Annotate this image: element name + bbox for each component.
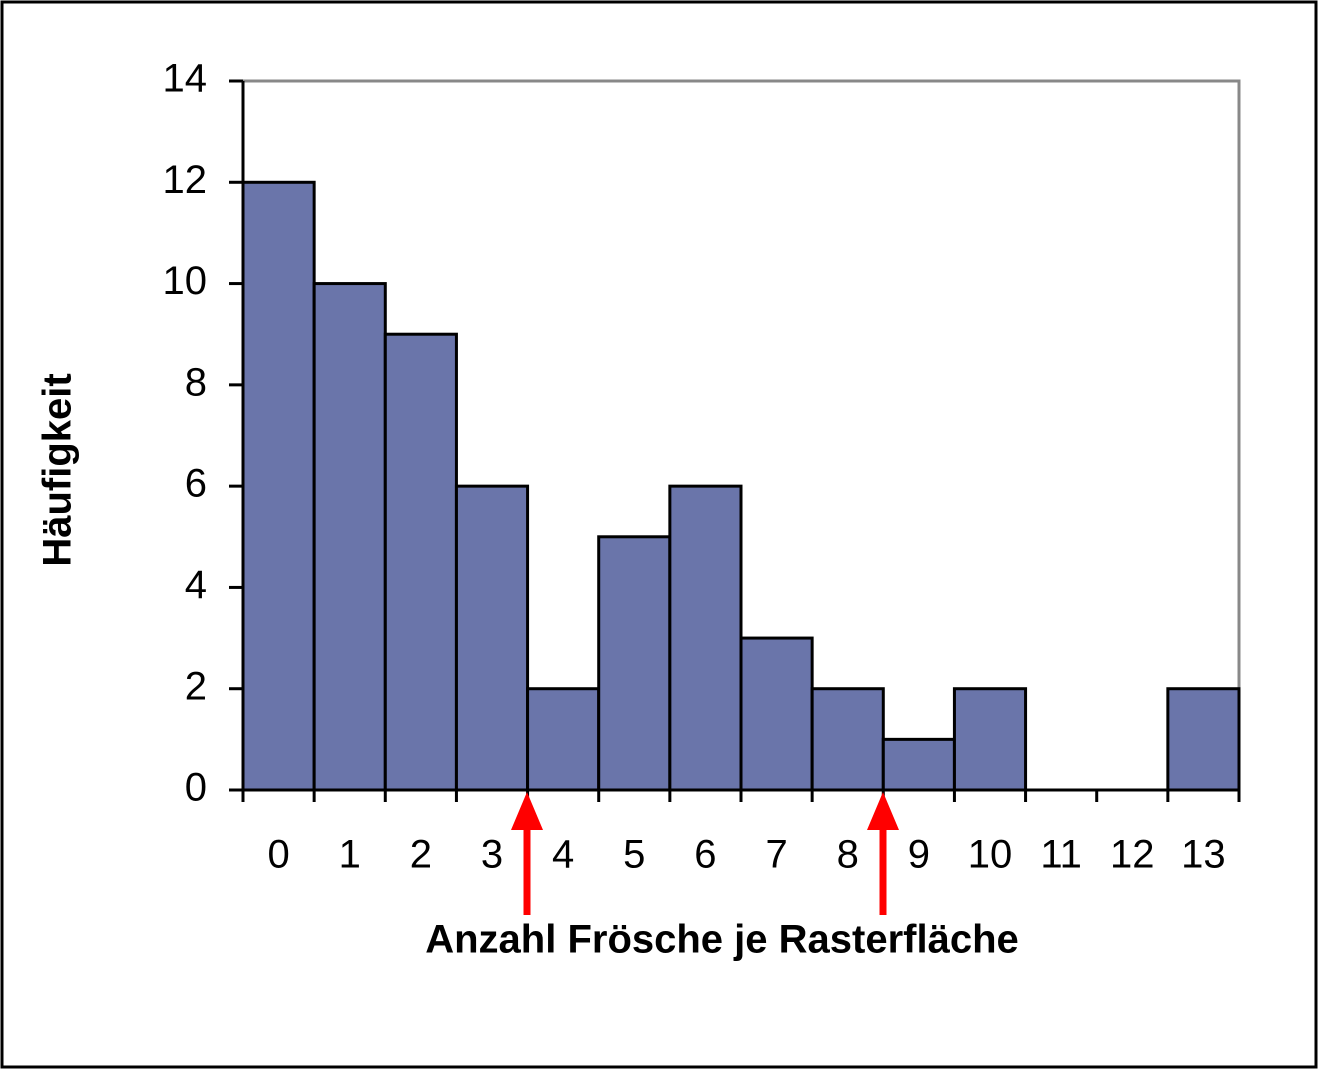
y-tick-label: 12 bbox=[163, 158, 208, 202]
x-axis-title: Anzahl Frösche je Rasterfläche bbox=[425, 918, 1019, 962]
y-tick-label: 4 bbox=[185, 563, 207, 607]
x-tick-label: 3 bbox=[481, 833, 503, 877]
x-tick-label: 13 bbox=[1181, 833, 1226, 877]
x-tick-label: 5 bbox=[623, 833, 645, 877]
arrow-head bbox=[511, 792, 543, 830]
bar bbox=[881, 737, 956, 792]
bar bbox=[739, 636, 814, 792]
bar bbox=[668, 484, 743, 792]
bar bbox=[241, 180, 316, 792]
bar bbox=[526, 687, 601, 792]
bar bbox=[597, 535, 672, 792]
bar bbox=[312, 282, 387, 792]
x-tick-label: 6 bbox=[694, 833, 716, 877]
plot-border bbox=[243, 79, 1241, 790]
y-tick-label: 6 bbox=[185, 462, 207, 506]
y-tick-label: 14 bbox=[163, 57, 208, 101]
x-tick-label: 10 bbox=[968, 833, 1013, 877]
y-tick-label: 2 bbox=[185, 664, 207, 708]
x-tick-label: 1 bbox=[339, 833, 361, 877]
x-tick-label: 9 bbox=[908, 833, 930, 877]
bar bbox=[383, 332, 458, 792]
bar bbox=[1166, 687, 1241, 792]
y-tick-label: 10 bbox=[163, 259, 208, 303]
bar bbox=[952, 687, 1028, 792]
y-tick-label: 0 bbox=[185, 766, 207, 810]
x-tick-label: 12 bbox=[1110, 833, 1155, 877]
x-tick-label: 11 bbox=[1040, 833, 1082, 877]
x-tick-label: 0 bbox=[267, 833, 289, 877]
x-tick-label: 4 bbox=[552, 833, 574, 877]
x-tick-label: 2 bbox=[410, 833, 432, 877]
y-axis-title: Häufigkeit bbox=[36, 373, 80, 566]
annotation-arrows bbox=[511, 792, 899, 915]
bar bbox=[454, 484, 530, 792]
arrow-head bbox=[867, 792, 899, 830]
x-tick-label: 8 bbox=[837, 833, 859, 877]
bar bbox=[810, 687, 885, 792]
x-tick-label: 7 bbox=[765, 833, 787, 877]
y-tick-label: 8 bbox=[185, 360, 207, 404]
